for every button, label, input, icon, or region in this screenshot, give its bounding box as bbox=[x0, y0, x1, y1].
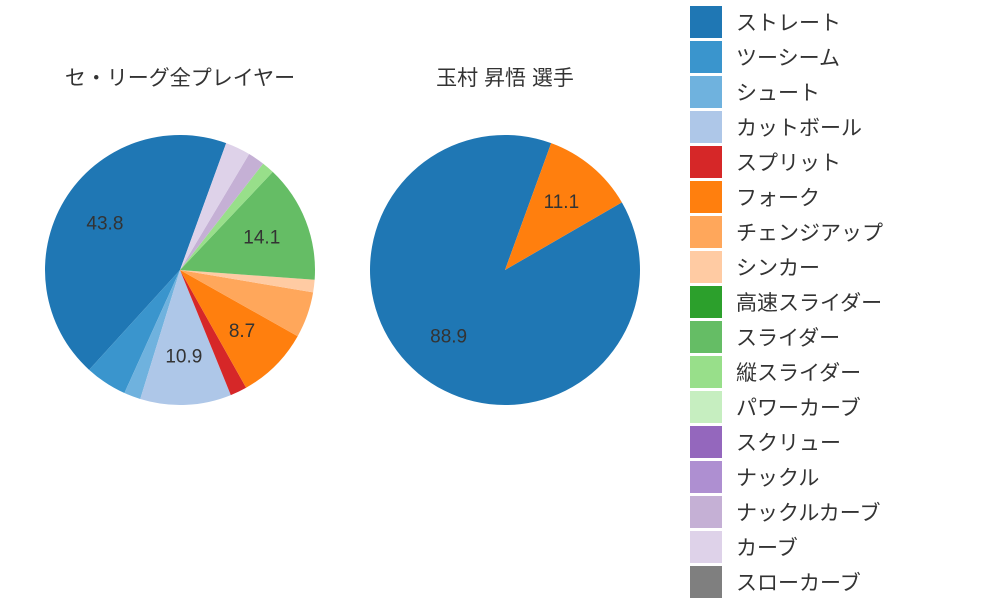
legend-swatch bbox=[690, 41, 722, 73]
legend-label: スローカーブ bbox=[736, 567, 861, 597]
legend-label: シンカー bbox=[736, 252, 820, 282]
legend-swatch bbox=[690, 146, 722, 178]
legend-label: 縦スライダー bbox=[736, 357, 861, 387]
legend-label: スプリット bbox=[736, 147, 841, 177]
legend-item: 縦スライダー bbox=[690, 354, 990, 389]
legend-item: スライダー bbox=[690, 319, 990, 354]
legend-swatch bbox=[690, 496, 722, 528]
slice-label: 14.1 bbox=[243, 227, 280, 248]
slice-label: 11.1 bbox=[544, 192, 580, 213]
legend-label: カットボール bbox=[736, 112, 862, 142]
legend-item: スプリット bbox=[690, 144, 990, 179]
legend-item: パワーカーブ bbox=[690, 389, 990, 424]
legend-item: シンカー bbox=[690, 249, 990, 284]
legend-swatch bbox=[690, 566, 722, 598]
legend-item: フォーク bbox=[690, 179, 990, 214]
legend-swatch bbox=[690, 76, 722, 108]
legend-item: 高速スライダー bbox=[690, 284, 990, 319]
legend-item: シュート bbox=[690, 74, 990, 109]
legend-label: ストレート bbox=[736, 7, 841, 37]
chart-area: セ・リーグ全プレイヤー 43.8 10.9 8.7 14.1 玉村 昇悟 選手 88.9 11… bbox=[0, 0, 680, 600]
legend-item: スクリュー bbox=[690, 424, 990, 459]
legend-swatch bbox=[690, 6, 722, 38]
legend-item: ナックル bbox=[690, 459, 990, 494]
legend-item: ナックルカーブ bbox=[690, 494, 990, 529]
legend-item: ストレート bbox=[690, 4, 990, 39]
legend-swatch bbox=[690, 216, 722, 248]
pie-title: セ・リーグ全プレイヤー bbox=[65, 67, 295, 90]
legend-item: チェンジアップ bbox=[690, 214, 990, 249]
pie-title: 玉村 昇悟 選手 bbox=[436, 67, 574, 90]
legend-label: フォーク bbox=[736, 182, 820, 212]
slice-label: 10.9 bbox=[165, 347, 202, 368]
legend-swatch bbox=[690, 531, 722, 563]
legend-label: カーブ bbox=[736, 532, 798, 562]
legend-swatch bbox=[690, 251, 722, 283]
legend-label: チェンジアップ bbox=[736, 217, 883, 247]
legend-label: ツーシーム bbox=[736, 42, 840, 72]
legend-label: シュート bbox=[736, 77, 820, 107]
legend-swatch bbox=[690, 181, 722, 213]
slice-label: 88.9 bbox=[430, 326, 467, 347]
legend-swatch bbox=[690, 111, 722, 143]
legend-item: ツーシーム bbox=[690, 39, 990, 74]
legend-swatch bbox=[690, 321, 722, 353]
legend-swatch bbox=[690, 286, 722, 318]
slice-label: 43.8 bbox=[86, 214, 123, 235]
legend: ストレートツーシームシュートカットボールスプリットフォークチェンジアップシンカー… bbox=[690, 0, 990, 599]
legend-item: カーブ bbox=[690, 529, 990, 564]
legend-swatch bbox=[690, 426, 722, 458]
legend-swatch bbox=[690, 356, 722, 388]
legend-label: ナックル bbox=[736, 462, 819, 492]
legend-swatch bbox=[690, 391, 722, 423]
legend-item: スローカーブ bbox=[690, 564, 990, 599]
legend-label: スライダー bbox=[736, 322, 840, 352]
legend-swatch bbox=[690, 461, 722, 493]
pie-charts-svg: セ・リーグ全プレイヤー 43.8 10.9 8.7 14.1 玉村 昇悟 選手 88.9 11… bbox=[0, 0, 680, 600]
legend-label: スクリュー bbox=[736, 427, 841, 457]
legend-label: パワーカーブ bbox=[736, 392, 861, 422]
legend-label: 高速スライダー bbox=[736, 287, 882, 317]
legend-label: ナックルカーブ bbox=[736, 497, 880, 527]
legend-item: カットボール bbox=[690, 109, 990, 144]
slice-label: 8.7 bbox=[229, 321, 255, 342]
